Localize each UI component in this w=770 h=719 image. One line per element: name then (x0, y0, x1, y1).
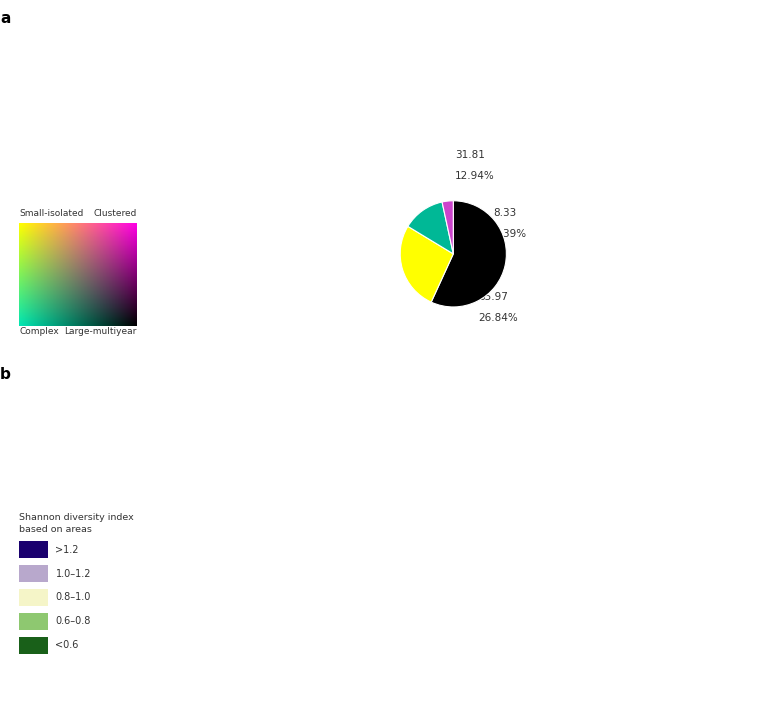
Text: 12.94%: 12.94% (455, 170, 495, 180)
Text: 65.97: 65.97 (478, 292, 507, 302)
Text: Clustered: Clustered (93, 209, 136, 218)
Text: Complex: Complex (19, 327, 59, 336)
Bar (19, 589, 48, 606)
Text: 3.39%: 3.39% (493, 229, 526, 239)
Text: <0.6: <0.6 (55, 641, 79, 650)
Text: Large-multiyear: Large-multiyear (64, 327, 136, 336)
Text: b: b (0, 367, 11, 382)
Bar (19, 565, 48, 582)
Text: Shannon diversity index
based on areas: Shannon diversity index based on areas (19, 513, 134, 534)
Text: Small-isolated: Small-isolated (19, 209, 83, 218)
Text: 31.81: 31.81 (455, 150, 485, 160)
Text: a: a (0, 11, 11, 26)
Bar (19, 613, 48, 630)
Text: 26.84%: 26.84% (478, 313, 517, 323)
Text: 56.83%: 56.83% (375, 261, 414, 271)
Text: 139.7: 139.7 (380, 240, 410, 250)
Text: >1.2: >1.2 (55, 544, 79, 554)
Text: 0.8–1.0: 0.8–1.0 (55, 592, 91, 603)
Text: 0.6–0.8: 0.6–0.8 (55, 616, 91, 626)
Bar (19, 541, 48, 558)
Bar (19, 637, 48, 654)
Text: 1.0–1.2: 1.0–1.2 (55, 569, 91, 579)
Text: 8.33: 8.33 (493, 209, 517, 219)
